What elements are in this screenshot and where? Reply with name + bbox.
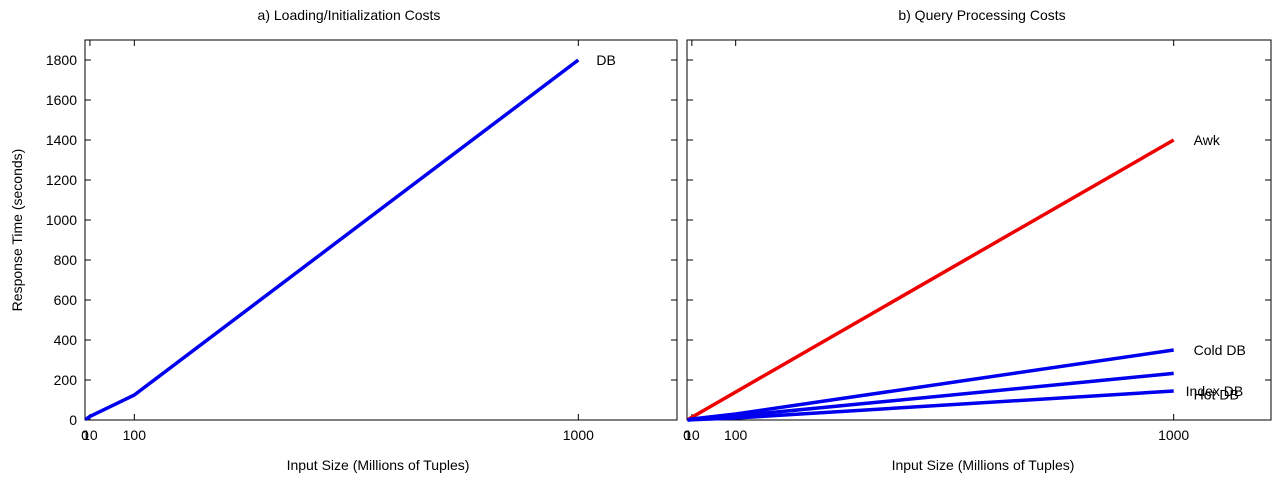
x-tick-label: 1000: [1158, 427, 1189, 443]
x-tick-label: 100: [123, 427, 147, 443]
x-axis-label-loading: Input Size (Millions of Tuples): [287, 457, 470, 473]
chart-title-loading: a) Loading/Initialization Costs: [258, 7, 441, 23]
y-tick-label: 400: [54, 332, 78, 348]
series-line-index-db: [687, 389, 1174, 422]
x-tick-label: 10: [82, 427, 98, 443]
y-tick-label: 0: [69, 412, 77, 428]
lines-query: [686, 138, 1175, 422]
y-tick-label: 1800: [46, 52, 77, 68]
series-label-cold-db: Cold DB: [1194, 342, 1246, 358]
y-tick-label: 1400: [46, 132, 77, 148]
x-tick-label: 1000: [563, 427, 594, 443]
y-tick-label: 800: [54, 252, 78, 268]
ticks-loading: 010 100 1000020040060080010001200140016001…: [46, 40, 677, 443]
lines-loading: [84, 58, 580, 422]
y-tick-label: 1200: [46, 172, 77, 188]
plot-frame-loading: [84, 39, 678, 421]
y-tick-label: 1600: [46, 92, 77, 108]
y-tick-label: 200: [54, 372, 78, 388]
series-line-db: [84, 58, 580, 422]
panel-query-costs: b) Query Processing Costs Input Size (Mi…: [683, 7, 1272, 473]
series-label-db: DB: [596, 52, 615, 68]
chart-title-query: b) Query Processing Costs: [898, 7, 1065, 23]
y-tick-label: 1000: [46, 212, 77, 228]
ticks-query: 010 100 1000: [683, 40, 1271, 443]
series-labels-loading: DB: [596, 52, 615, 68]
y-axis-label: Response Time (seconds): [9, 149, 25, 312]
x-tick-label: 100: [724, 427, 748, 443]
plot-frame-query: [686, 39, 1272, 421]
series-label-awk: Awk: [1194, 132, 1221, 148]
series-line-cold-db: [687, 348, 1174, 422]
y-tick-label: 600: [54, 292, 78, 308]
series-line-awk: [686, 138, 1175, 422]
x-tick-label: 0: [81, 427, 89, 443]
x-tick-label: 0: [683, 427, 691, 443]
x-axis-label-query: Input Size (Millions of Tuples): [892, 457, 1075, 473]
series-label-hot-db: Hot DB: [1194, 386, 1239, 402]
x-tick-label: 10: [684, 427, 700, 443]
series-label-index-db: Index DB: [1186, 383, 1244, 399]
panel-loading-costs: a) Loading/Initialization Costs Input Si…: [9, 7, 678, 473]
